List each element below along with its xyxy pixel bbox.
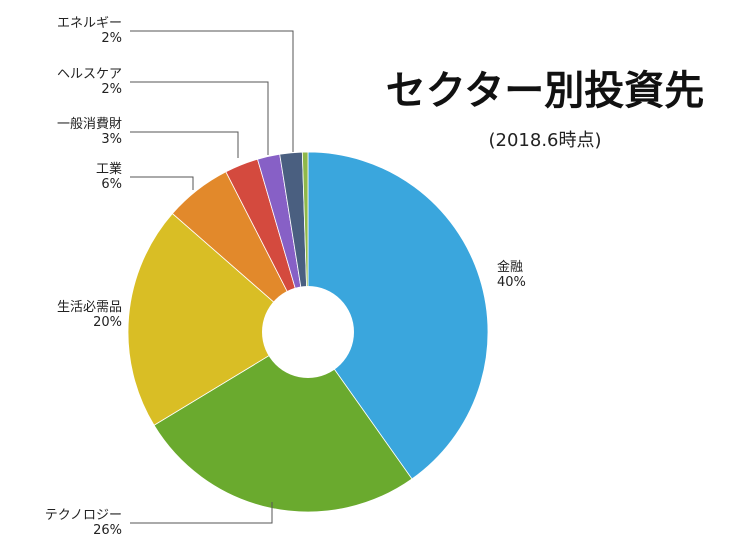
slice-category-label: 金融 (497, 259, 523, 275)
slice-value-label: 2% (101, 82, 122, 97)
leader-line-4 (130, 131, 239, 158)
slice-category-label: 工業 (96, 161, 122, 177)
leader-line-3 (130, 176, 194, 190)
slice-category-label: 生活必需品 (57, 300, 122, 315)
slice-value-label: 2% (101, 31, 122, 46)
slice-value-label: 40% (497, 275, 526, 290)
leader-lines (130, 30, 294, 524)
donut-hole (262, 286, 354, 378)
leader-line-1 (130, 502, 273, 524)
slice-value-label: 6% (101, 177, 122, 192)
slice-value-label: 26% (93, 523, 122, 538)
slice-labels: 金融40%テクノロジー26%生活必需品20%工業6%一般消費財3%ヘルスケア2%… (45, 16, 526, 538)
slice-value-label: 3% (101, 132, 122, 147)
slice-value-label: 20% (93, 315, 122, 330)
slice-category-label: ヘルスケア (57, 67, 122, 82)
leader-line-5 (130, 81, 269, 155)
pie-slice-2 (127, 212, 309, 426)
slice-category-label: テクノロジー (45, 508, 122, 523)
pie-slice-0 (307, 151, 489, 480)
chart-subtitle: (2018.6時点) (488, 130, 601, 151)
chart-title: セクター別投資先 (386, 68, 704, 114)
leader-line-6 (130, 30, 294, 152)
pie-slice-1 (153, 331, 413, 513)
slice-category-label: エネルギー (57, 16, 122, 31)
slice-category-label: 一般消費財 (57, 116, 122, 132)
